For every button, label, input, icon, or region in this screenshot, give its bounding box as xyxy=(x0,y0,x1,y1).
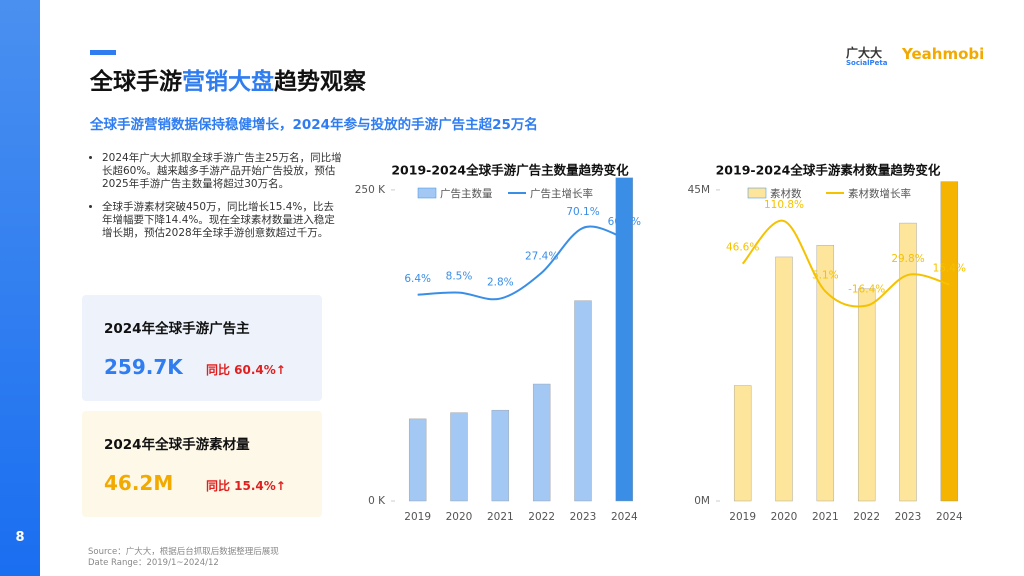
bar xyxy=(574,300,592,502)
card-value: 46.2M xyxy=(104,471,174,495)
legend-label: 广告主数量 xyxy=(440,187,493,200)
x-tick-label: 2020 xyxy=(446,511,473,523)
data-label: 5.1% xyxy=(812,269,839,281)
legend-swatch xyxy=(747,187,767,199)
data-label: 15.4% xyxy=(933,262,966,274)
x-tick-label: 2022 xyxy=(528,511,555,523)
x-tick-label: 2023 xyxy=(570,511,597,523)
partner-logo: Yeahmobi xyxy=(902,45,985,63)
bar xyxy=(775,256,793,502)
data-label: -16.4% xyxy=(848,284,885,296)
y-tick-label: 0 K xyxy=(368,495,386,507)
card-title: 2024年全球手游素材量 xyxy=(104,437,250,453)
title: 全球手游营销大盘趋势观察 xyxy=(90,62,366,96)
bar xyxy=(899,222,917,502)
y-tick-label: 0M xyxy=(694,495,710,507)
bullet-list: 2024年广大大抓取全球手游广告主25万名，同比增长超60%。越来越多手游产品开… xyxy=(86,152,342,250)
card-value: 259.7K xyxy=(104,355,183,379)
card: 2024年全球手游素材量 46.2M 同比 15.4%↑ xyxy=(82,411,322,517)
card-title: 2024年全球手游广告主 xyxy=(104,321,250,337)
title-part: 营销大盘 xyxy=(182,69,274,95)
line xyxy=(741,220,950,308)
source: Date Range：2019/1~2024/12 xyxy=(88,558,219,568)
data-label: 70.1% xyxy=(566,206,599,218)
title-accent xyxy=(90,50,116,55)
bar xyxy=(491,409,510,502)
data-label: 46.6% xyxy=(726,242,759,254)
chart-title: 2019-2024全球手游广告主数量趋势变化 xyxy=(391,163,629,178)
card: 2024年全球手游广告主 259.7K 同比 60.4%↑ xyxy=(82,295,322,401)
x-tick-label: 2024 xyxy=(936,511,963,523)
x-tick-label: 2021 xyxy=(487,511,514,523)
bar xyxy=(408,418,427,502)
data-label: 6.4% xyxy=(404,273,431,285)
bar xyxy=(450,412,468,502)
legend-swatch xyxy=(417,187,437,199)
bar xyxy=(857,288,876,502)
x-tick-label: 2024 xyxy=(611,511,638,523)
data-label: 110.8% xyxy=(764,199,804,211)
bar xyxy=(532,383,551,502)
x-tick-label: 2023 xyxy=(895,511,922,523)
y-tick-label: 45M xyxy=(688,184,710,196)
legend-label: 广告主增长率 xyxy=(530,187,593,200)
bar xyxy=(733,385,752,502)
x-tick-label: 2019 xyxy=(729,511,756,523)
data-label: 8.5% xyxy=(446,271,473,283)
card-change: 同比 15.4%↑ xyxy=(206,479,286,493)
bullet: 2024年广大大抓取全球手游广告主25万名，同比增长超60%。越来越多手游产品开… xyxy=(102,152,342,191)
legend-label: 素材数 xyxy=(770,187,802,200)
card-change: 同比 60.4%↑ xyxy=(206,363,286,377)
bar xyxy=(940,181,959,502)
data-label: 29.8% xyxy=(891,253,924,265)
chart-title: 2019-2024全球手游素材数量趋势变化 xyxy=(716,163,941,178)
logo-en: SocialPeta xyxy=(846,59,888,67)
title-part: 全球手游 xyxy=(90,69,182,95)
data-label: 2.8% xyxy=(487,277,514,289)
page-number: 8 xyxy=(15,530,25,545)
x-tick-label: 2019 xyxy=(404,511,431,523)
logo-cn: 广大大 xyxy=(846,46,883,60)
bar xyxy=(615,177,634,502)
data-label: 60.4% xyxy=(608,216,641,228)
legend-label: 素材数增长率 xyxy=(848,187,911,200)
y-tick-label: 250 K xyxy=(355,184,386,196)
x-tick-label: 2021 xyxy=(812,511,839,523)
subtitle: 全球手游营销数据保持稳健增长，2024年参与投放的手游广告主超25万名 xyxy=(90,117,538,133)
source: Source：广大大，根据后台抓取后数据整理后展现 xyxy=(88,547,279,557)
bullet: 全球手游素材突破450万，同比增长15.4%，比去年增幅要下降14.4%。现在全… xyxy=(102,201,342,240)
sidebar xyxy=(0,0,40,576)
bar xyxy=(816,244,835,502)
data-label: 27.4% xyxy=(525,251,558,263)
line xyxy=(417,225,625,301)
x-tick-label: 2020 xyxy=(771,511,798,523)
title-part: 趋势观察 xyxy=(274,69,366,95)
x-tick-label: 2022 xyxy=(853,511,880,523)
